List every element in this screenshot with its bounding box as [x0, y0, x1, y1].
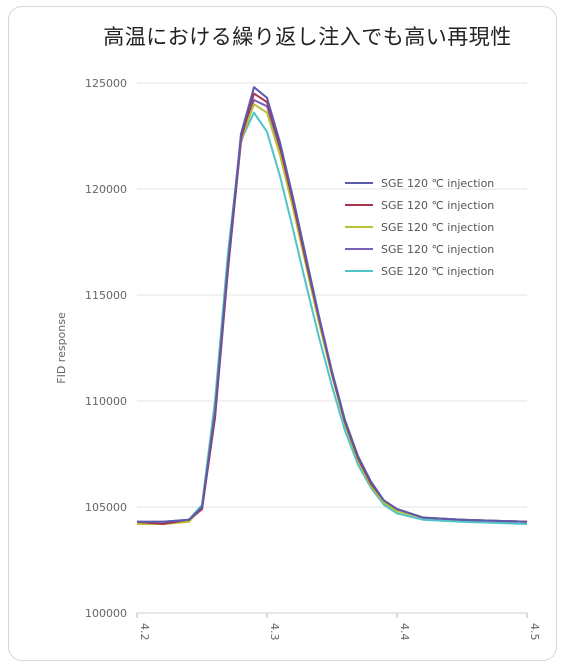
series-line [137, 86, 528, 523]
legend-label: SGE 120 ℃ injection [381, 177, 494, 190]
x-tick-label: 4.2 [138, 623, 151, 641]
series-line [137, 99, 528, 523]
chart-title: 高温における繰り返し注入でも高い再現性 [103, 25, 512, 49]
y-tick-label: 115000 [85, 289, 127, 302]
y-axis-title: FID response [55, 312, 68, 384]
y-tick-label: 105000 [85, 501, 127, 514]
legend-label: SGE 120 ℃ injection [381, 199, 494, 212]
series-line [137, 103, 528, 525]
x-tick-label: 4.4 [398, 623, 411, 641]
chart-plot: 125000 120000 115000 110000 105000 100000 4.2 4… [55, 77, 541, 641]
x-tick-label: 4.5 [528, 623, 541, 641]
legend-label: SGE 120 ℃ injection [381, 243, 494, 256]
y-tick-label: 110000 [85, 395, 127, 408]
y-tick-label: 100000 [85, 607, 127, 620]
y-tick-label: 120000 [85, 183, 127, 196]
chart-card: 高温における繰り返し注入でも高い再現性 125000 120000 115000 11… [8, 6, 557, 661]
series-line [137, 111, 528, 525]
y-tick-label: 125000 [85, 77, 127, 90]
x-tick-label: 4.3 [268, 623, 281, 641]
legend-label: SGE 120 ℃ injection [381, 221, 494, 234]
legend-label: SGE 120 ℃ injection [381, 265, 494, 278]
series-line [136, 92, 528, 525]
